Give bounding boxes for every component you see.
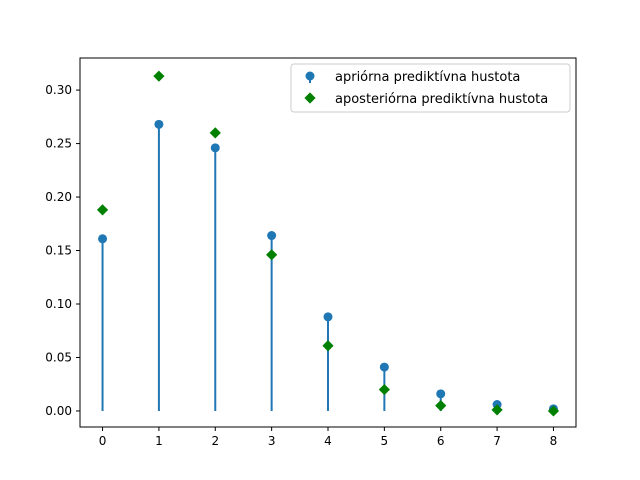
prior-point [98,234,108,244]
prior-point [323,312,333,322]
markers-layer [96,70,560,417]
x-tick-label: 7 [493,434,501,448]
y-tick-label: 0.20 [45,190,72,204]
y-tick-label: 0.30 [45,83,72,97]
posterior-point [266,249,278,261]
y-tick-label: 0.00 [45,404,72,418]
posterior-point [153,70,165,82]
posterior-point [322,340,334,352]
posterior-point [435,400,447,412]
prior-point [154,119,164,129]
legend-box [290,63,571,113]
y-tick-label: 0.25 [45,137,72,151]
legend-marker [305,71,315,81]
posterior-point [547,405,560,417]
posterior-point [96,204,109,216]
x-tick-label: 3 [268,434,276,448]
x-tick-label: 4 [324,434,332,448]
prior-point [267,231,277,241]
x-tick-label: 8 [550,434,558,448]
x-tick-label: 1 [155,434,163,448]
legend-marker [304,92,316,104]
legend-label: aposteriórna prediktívna hustota [335,92,548,107]
x-tick-label: 5 [381,434,389,448]
legend: apriórna prediktívna hustota aposteriórna… [290,63,571,113]
y-tick-label: 0.10 [45,297,72,311]
posterior-point [491,404,503,416]
y-axis: 0.00 0.05 0.10 0.15 0.20 0.25 0.30 [45,83,80,418]
x-tick-label: 2 [211,434,219,448]
posterior-point [378,383,390,396]
legend-label: apriórna prediktívna hustota [335,70,520,85]
posterior-point [209,127,221,139]
prior-point [379,362,389,372]
prior-point [436,389,446,399]
y-tick-label: 0.15 [45,244,72,258]
x-tick-label: 0 [99,434,107,448]
prior-point [210,143,220,153]
stems-layer [101,124,555,411]
x-axis: 0 1 2 3 4 5 6 7 8 [99,427,558,448]
x-tick-label: 6 [437,434,445,448]
y-tick-label: 0.05 [45,350,72,364]
